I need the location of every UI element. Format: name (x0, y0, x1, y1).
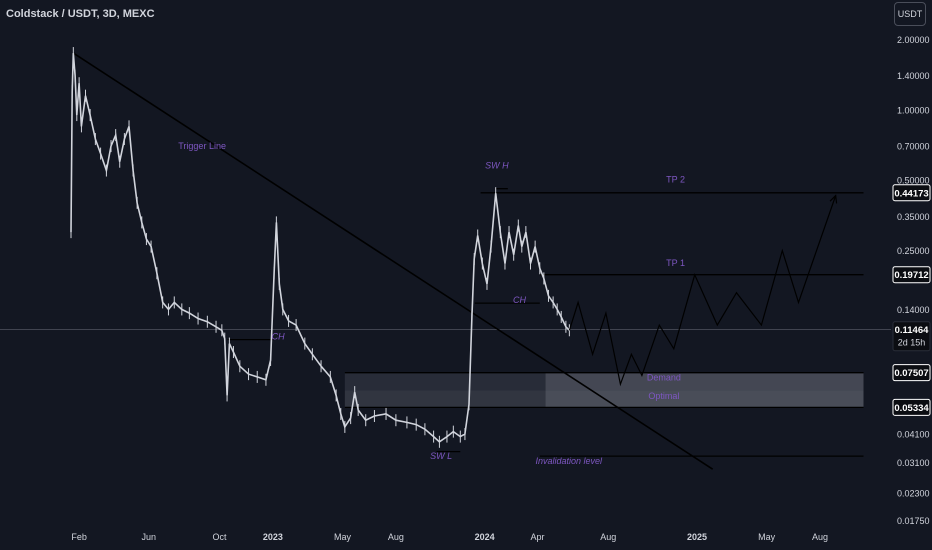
projection-arrowhead (829, 194, 838, 204)
trigger-line (72, 52, 714, 470)
price-tick-label: 0.35000 (897, 212, 930, 222)
annotation-label: CH (513, 295, 526, 305)
time-tick-label: Oct (213, 532, 228, 542)
time-tick-label: 2023 (263, 532, 283, 542)
projection-path (568, 195, 837, 387)
annotation-label: Demand (647, 373, 681, 383)
time-tick-label: 2024 (475, 532, 495, 542)
annotation-label: Invalidation level (536, 456, 604, 466)
price-tick-label: 0.03100 (897, 458, 930, 468)
time-tick-label: Aug (812, 532, 828, 542)
price-tick-label: 0.01750 (897, 516, 930, 526)
price-tick-label: 0.02300 (897, 488, 930, 498)
chart-title: Coldstack / USDT, 3D, MEXC (6, 8, 155, 20)
current-price-label: 0.11464 (895, 325, 930, 336)
annotation-label: Trigger Line (178, 141, 226, 151)
time-tick-label: Aug (600, 532, 616, 542)
price-tick-label: 1.00000 (897, 105, 930, 115)
time-tick-label: Jun (141, 532, 156, 542)
annotation-label: SW L (430, 451, 452, 461)
zone-demand (344, 372, 864, 391)
price-label: 0.19712 (894, 270, 928, 281)
current-price-box (892, 321, 931, 352)
price-tick-label: 0.70000 (897, 142, 930, 152)
annotation-label: Optimal (648, 391, 679, 401)
time-tick-label: Feb (71, 532, 87, 542)
currency-badge[interactable]: USDT (894, 2, 926, 26)
zone-optimal-highlight (545, 390, 864, 408)
annotation-label: SW H (485, 161, 509, 171)
annotation-label: TP 1 (666, 258, 685, 268)
price-label-box (892, 184, 931, 202)
price-tick-label: 0.50000 (897, 176, 930, 186)
price-label: 0.44173 (894, 188, 928, 199)
time-tick-label: May (334, 532, 352, 542)
price-label-box (892, 364, 931, 382)
price-label-box (892, 266, 931, 284)
price-label-box (892, 398, 931, 416)
price-tick-label: 0.04100 (897, 430, 930, 440)
price-label: 0.05334 (894, 403, 929, 414)
annotation-label: CH (272, 332, 285, 342)
time-tick-label: 2025 (687, 532, 707, 542)
price-tick-label: 1.40000 (897, 71, 930, 81)
time-tick-label: Aug (388, 532, 404, 542)
price-tick-label: 0.25000 (897, 246, 930, 256)
zone-demand-highlight (545, 372, 864, 391)
time-tick-label: May (758, 532, 776, 542)
price-tick-label: 2.00000 (897, 35, 930, 45)
annotation-label: TP 2 (666, 174, 685, 184)
price-label: 0.07507 (894, 368, 928, 379)
countdown-label: 2d 15h (898, 338, 926, 348)
time-tick-label: Apr (530, 532, 544, 542)
price-tick-label: 0.14000 (897, 305, 930, 315)
